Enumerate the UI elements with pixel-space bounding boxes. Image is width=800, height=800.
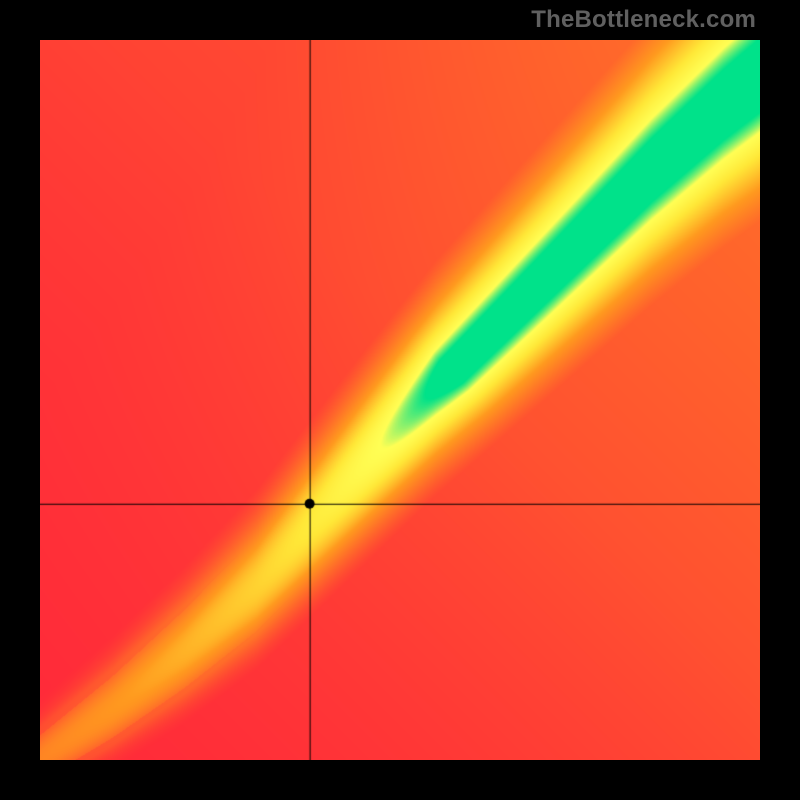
- heatmap-canvas: [40, 40, 760, 760]
- chart-frame: TheBottleneck.com: [0, 0, 800, 800]
- plot-area: [40, 40, 760, 760]
- watermark-text: TheBottleneck.com: [531, 6, 756, 34]
